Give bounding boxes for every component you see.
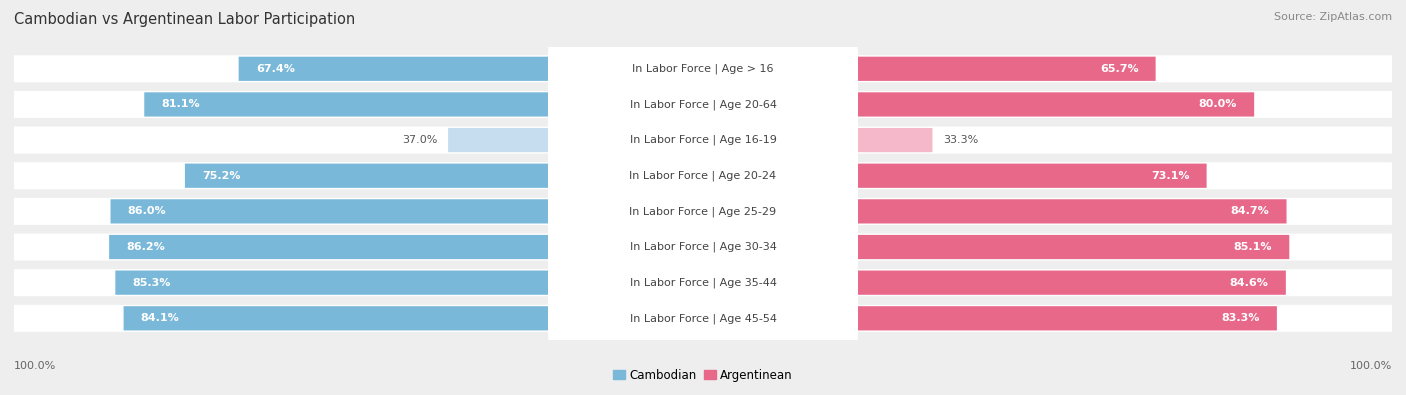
Text: 100.0%: 100.0% bbox=[14, 361, 56, 371]
FancyBboxPatch shape bbox=[14, 269, 1392, 296]
Text: Cambodian vs Argentinean Labor Participation: Cambodian vs Argentinean Labor Participa… bbox=[14, 12, 356, 27]
Text: In Labor Force | Age 35-44: In Labor Force | Age 35-44 bbox=[630, 277, 776, 288]
Text: 85.1%: 85.1% bbox=[1233, 242, 1272, 252]
FancyBboxPatch shape bbox=[703, 56, 1156, 81]
Text: 81.1%: 81.1% bbox=[162, 100, 200, 109]
FancyBboxPatch shape bbox=[115, 271, 703, 295]
Text: In Labor Force | Age 45-54: In Labor Force | Age 45-54 bbox=[630, 313, 776, 324]
Text: In Labor Force | Age 20-24: In Labor Force | Age 20-24 bbox=[630, 171, 776, 181]
FancyBboxPatch shape bbox=[14, 162, 1392, 189]
FancyBboxPatch shape bbox=[110, 235, 703, 259]
FancyBboxPatch shape bbox=[548, 75, 858, 134]
FancyBboxPatch shape bbox=[548, 110, 858, 170]
FancyBboxPatch shape bbox=[703, 199, 1286, 224]
FancyBboxPatch shape bbox=[14, 91, 1392, 118]
Text: 80.0%: 80.0% bbox=[1198, 100, 1237, 109]
Legend: Cambodian, Argentinean: Cambodian, Argentinean bbox=[609, 364, 797, 386]
Text: Source: ZipAtlas.com: Source: ZipAtlas.com bbox=[1274, 12, 1392, 22]
FancyBboxPatch shape bbox=[14, 55, 1392, 82]
Text: 65.7%: 65.7% bbox=[1099, 64, 1139, 74]
FancyBboxPatch shape bbox=[14, 233, 1392, 261]
Text: 33.3%: 33.3% bbox=[943, 135, 979, 145]
Text: 73.1%: 73.1% bbox=[1152, 171, 1189, 181]
Text: 100.0%: 100.0% bbox=[1350, 361, 1392, 371]
FancyBboxPatch shape bbox=[703, 271, 1286, 295]
FancyBboxPatch shape bbox=[449, 128, 703, 152]
FancyBboxPatch shape bbox=[124, 306, 703, 331]
FancyBboxPatch shape bbox=[186, 164, 703, 188]
FancyBboxPatch shape bbox=[548, 146, 858, 206]
Text: 37.0%: 37.0% bbox=[402, 135, 437, 145]
Text: In Labor Force | Age > 16: In Labor Force | Age > 16 bbox=[633, 64, 773, 74]
FancyBboxPatch shape bbox=[14, 198, 1392, 225]
Text: 86.0%: 86.0% bbox=[128, 206, 166, 216]
FancyBboxPatch shape bbox=[548, 39, 858, 99]
FancyBboxPatch shape bbox=[703, 128, 932, 152]
FancyBboxPatch shape bbox=[111, 199, 703, 224]
Text: 84.1%: 84.1% bbox=[141, 313, 180, 324]
FancyBboxPatch shape bbox=[548, 253, 858, 312]
FancyBboxPatch shape bbox=[14, 126, 1392, 154]
Text: 83.3%: 83.3% bbox=[1222, 313, 1260, 324]
FancyBboxPatch shape bbox=[548, 217, 858, 277]
FancyBboxPatch shape bbox=[145, 92, 703, 117]
Text: 86.2%: 86.2% bbox=[127, 242, 165, 252]
FancyBboxPatch shape bbox=[548, 288, 858, 348]
Text: In Labor Force | Age 30-34: In Labor Force | Age 30-34 bbox=[630, 242, 776, 252]
Text: 85.3%: 85.3% bbox=[132, 278, 172, 288]
Text: 84.6%: 84.6% bbox=[1230, 278, 1268, 288]
Text: In Labor Force | Age 20-64: In Labor Force | Age 20-64 bbox=[630, 99, 776, 110]
FancyBboxPatch shape bbox=[703, 235, 1289, 259]
Text: In Labor Force | Age 25-29: In Labor Force | Age 25-29 bbox=[630, 206, 776, 216]
FancyBboxPatch shape bbox=[14, 305, 1392, 332]
FancyBboxPatch shape bbox=[703, 306, 1277, 331]
Text: 75.2%: 75.2% bbox=[202, 171, 240, 181]
FancyBboxPatch shape bbox=[548, 181, 858, 241]
FancyBboxPatch shape bbox=[239, 56, 703, 81]
Text: 84.7%: 84.7% bbox=[1230, 206, 1270, 216]
FancyBboxPatch shape bbox=[703, 92, 1254, 117]
Text: 67.4%: 67.4% bbox=[256, 64, 295, 74]
Text: In Labor Force | Age 16-19: In Labor Force | Age 16-19 bbox=[630, 135, 776, 145]
FancyBboxPatch shape bbox=[703, 164, 1206, 188]
